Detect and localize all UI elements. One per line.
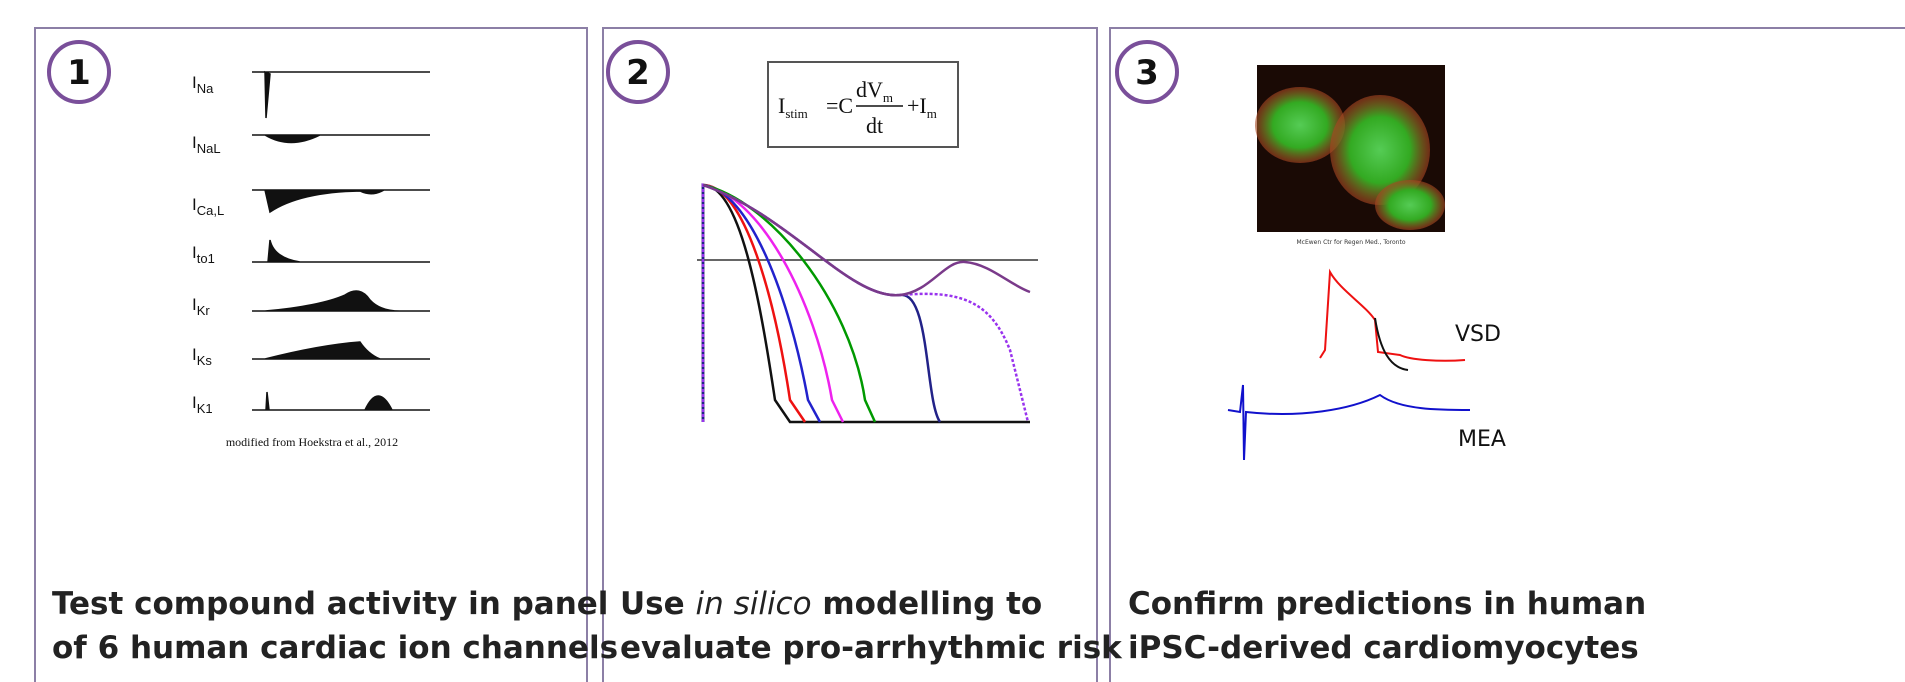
figure: 1 2 3 INa INaL ICa,L Ito1 IKr IKs IK1 mo… — [0, 0, 1905, 682]
equation-part: =C — [826, 93, 853, 118]
channel-label: INaL — [192, 133, 221, 156]
step-number: 3 — [1135, 53, 1159, 93]
trace-label: VSD — [1455, 322, 1501, 347]
caption-line: of 6 human cardiac ion channels — [52, 630, 618, 666]
trace-label: MEA — [1458, 427, 1506, 452]
channel-label: Ito1 — [192, 243, 215, 266]
step-badge: 3 — [1117, 42, 1177, 102]
channel-label: IK1 — [192, 393, 213, 416]
step-badge: 2 — [608, 42, 668, 102]
channel-labels: INa INaL ICa,L Ito1 IKr IKs IK1 — [192, 73, 224, 416]
traces — [1228, 272, 1470, 460]
caption-line: Test compound activity in panel — [52, 586, 608, 622]
image-caption: McEwen Ctr for Regen Med., Toronto — [1297, 239, 1406, 246]
caption-line: Use in silico modelling to — [620, 586, 1042, 622]
step-badge: 1 — [49, 42, 109, 102]
equation-part: dt — [866, 113, 883, 138]
action-potentials — [697, 185, 1038, 422]
caption-line: evaluate pro-arrhythmic risk — [620, 630, 1123, 666]
channel-label: IKr — [192, 295, 210, 318]
channel-label: INa — [192, 73, 214, 96]
channel-label: ICa,L — [192, 195, 224, 218]
current-traces — [252, 72, 430, 410]
step-number: 2 — [626, 53, 650, 93]
panel-border — [1110, 28, 1905, 682]
caption-line: Confirm predictions in human — [1128, 586, 1646, 622]
step-number: 1 — [67, 53, 91, 93]
citation: modified from Hoekstra et al., 2012 — [226, 435, 398, 449]
channel-label: IKs — [192, 345, 212, 368]
caption-line: iPSC-derived cardiomyocytes — [1128, 630, 1639, 666]
equation-box — [768, 62, 958, 147]
